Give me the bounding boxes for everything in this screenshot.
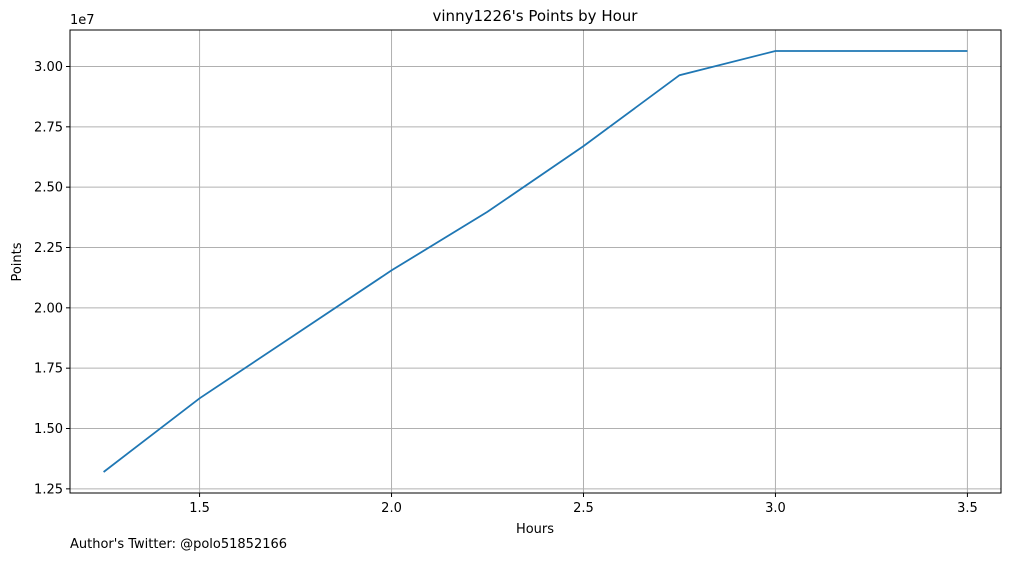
y-tick-label: 1.50: [34, 422, 63, 437]
y-tick-label: 2.00: [34, 301, 63, 316]
x-axis-label: Hours: [516, 522, 554, 537]
y-tick-label: 1.75: [34, 362, 63, 377]
y-offset-label: 1e7: [70, 13, 95, 28]
y-tick-label: 3.00: [34, 60, 63, 75]
x-tick-label: 2.5: [573, 501, 594, 516]
y-axis-label: Points: [10, 242, 25, 281]
x-tick-label: 2.0: [381, 501, 402, 516]
x-tick-label: 3.5: [957, 501, 978, 516]
plot-frame: [69, 29, 1002, 494]
y-tick-label: 1.25: [34, 482, 63, 497]
chart-title: vinny1226's Points by Hour: [433, 7, 639, 25]
x-tick-label: 1.5: [189, 501, 210, 516]
y-tick-label: 2.75: [34, 120, 63, 135]
series-line: [103, 50, 968, 473]
y-tick-label: 2.50: [34, 181, 63, 196]
y-tick-label: 2.25: [34, 241, 63, 256]
x-tick-label: 3.0: [765, 501, 786, 516]
grid-lines: [70, 30, 1001, 493]
axis-ticks: 1.5 2.0 2.5 3.0 3.5 1.25 1.50 1.75 2.00 2.25 2.50 2…: [34, 60, 978, 516]
author-twitter-note: Author's Twitter: @polo51852166: [70, 537, 288, 552]
